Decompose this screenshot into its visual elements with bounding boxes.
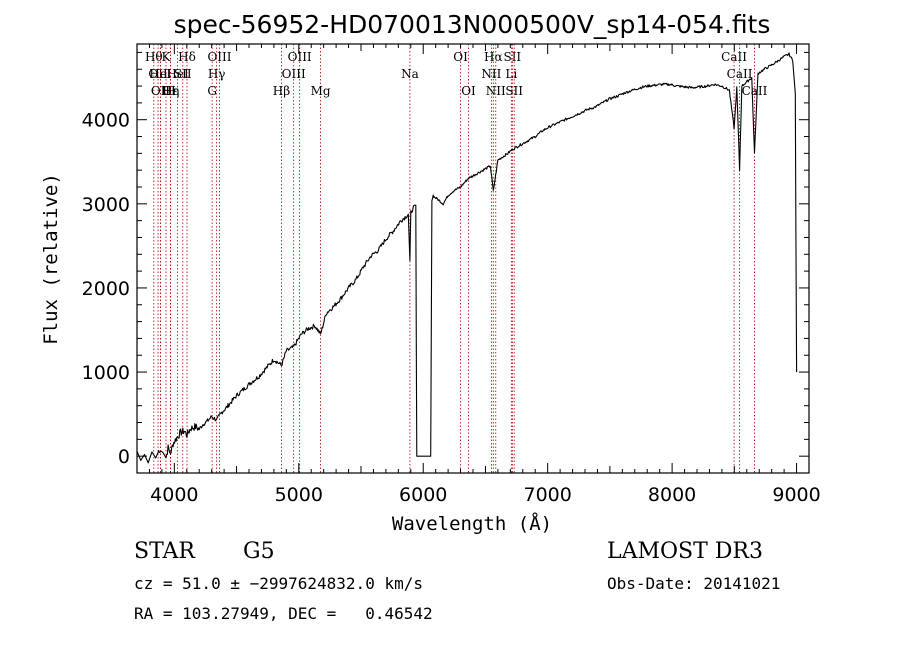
line-marker-label: OII xyxy=(148,67,168,81)
line-marker-label: OIII xyxy=(288,50,312,64)
line-marker-label: Hδ xyxy=(178,50,196,64)
line-marker-label: HeI xyxy=(166,67,189,81)
line-marker-label: CaII xyxy=(742,84,768,98)
y-tick-label: 0 xyxy=(118,446,130,468)
line-marker-label: NII xyxy=(486,84,506,98)
y-axis-label: Flux (relative) xyxy=(40,173,62,345)
line-marker-label: NII xyxy=(481,67,501,81)
line-marker-label: Hα xyxy=(484,50,503,64)
plot-frame xyxy=(136,43,810,474)
line-marker-label: Na xyxy=(401,67,419,81)
line-marker-label: OI xyxy=(461,84,476,98)
line-marker-label: SII xyxy=(174,67,192,81)
x-tick-label: 7000 xyxy=(523,484,571,506)
line-marker-label: OI xyxy=(453,50,468,64)
line-marker-label: SII xyxy=(505,84,523,98)
y-axis-ticks: 0 1000 2000 3000 4000 xyxy=(82,51,809,468)
object-class: STAR xyxy=(134,539,195,564)
line-marker-label: Hγ xyxy=(208,67,226,81)
y-tick-label: 4000 xyxy=(82,110,130,132)
flux-series-line xyxy=(136,52,798,464)
line-marker-label: Hθ xyxy=(145,50,163,64)
x-tick-label: 4000 xyxy=(150,484,198,506)
line-marker-label: OIII xyxy=(207,50,231,64)
x-tick-label: 5000 xyxy=(275,484,323,506)
line-marker-label: G xyxy=(207,84,217,98)
line-marker-label: SII xyxy=(503,50,521,64)
line-marker-label: K xyxy=(162,50,172,64)
line-marker-label: Hβ xyxy=(273,84,290,98)
y-tick-label: 1000 xyxy=(82,362,130,384)
y-tick-label: 2000 xyxy=(82,278,130,300)
ra-dec-coordinates: RA = 103.27949, DEC = 0.46542 xyxy=(134,604,433,623)
x-tick-label: 6000 xyxy=(399,484,447,506)
line-marker-label: OIII xyxy=(282,67,306,81)
survey-name: LAMOST DR3 xyxy=(607,539,763,564)
chart-title: spec-56952-HD070013N000500V_sp14-054.fit… xyxy=(174,10,771,39)
line-marker-label: Li xyxy=(505,67,517,81)
x-axis-ticks: 4000 5000 6000 7000 8000 9000 xyxy=(148,44,821,506)
redshift-readout: cz = 51.0 ± −2997624832.0 km/s xyxy=(134,574,423,593)
line-marker-label: HeI xyxy=(149,67,172,81)
line-marker-label: CaII xyxy=(727,67,753,81)
obs-date: Obs-Date: 20141021 xyxy=(607,574,781,593)
line-marker-label: H xyxy=(165,84,175,98)
line-marker-label: CaII xyxy=(721,50,747,64)
x-axis-label: Wavelength (Å) xyxy=(392,512,552,535)
x-tick-label: 9000 xyxy=(772,484,820,506)
y-tick-label: 3000 xyxy=(82,194,130,216)
line-marker-label: Mg xyxy=(311,84,331,98)
x-tick-label: 8000 xyxy=(648,484,696,506)
spectral-line-markers: HθOIIOIIHeIKHεHeIHηHSIIHδGHγOIIIHβOIIIOI… xyxy=(145,44,768,473)
spectral-subclass: G5 xyxy=(243,539,275,564)
